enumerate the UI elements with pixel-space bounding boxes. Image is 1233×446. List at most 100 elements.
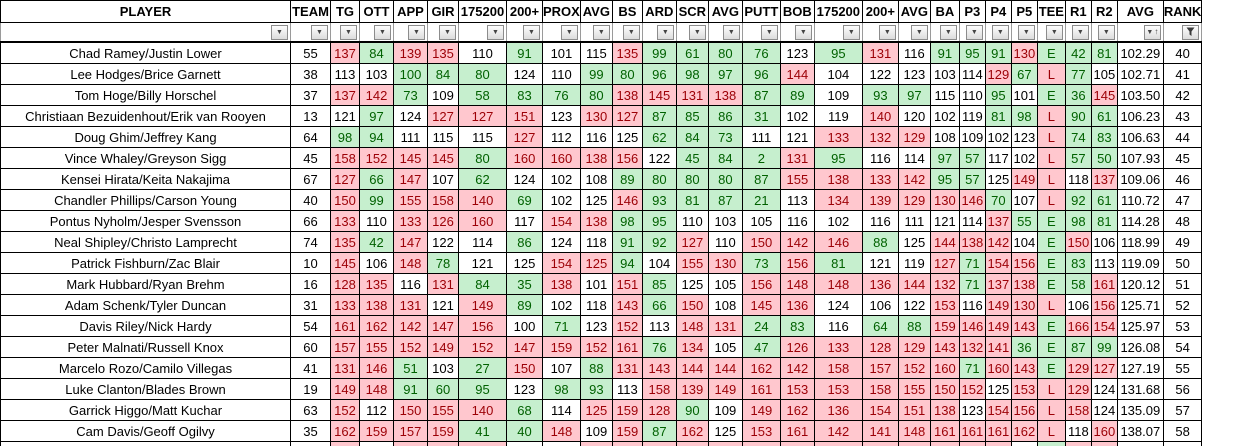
cell-ott[interactable]: 99	[359, 189, 394, 211]
cell-ard[interactable]: 66	[641, 294, 677, 316]
cell-d200plus_1[interactable]: 150	[506, 357, 543, 379]
cell-app[interactable]: 73	[393, 84, 428, 106]
cell-gir[interactable]: 135	[427, 41, 459, 64]
cell-tg[interactable]: 149	[330, 378, 360, 400]
cell-scr[interactable]: 159	[675, 441, 709, 446]
cell-p4[interactable]: 129	[984, 63, 1012, 85]
player-cell[interactable]: Christiaan Bezuidenhout/Erik van Rooyen	[0, 105, 291, 127]
cell-prox[interactable]: 76	[542, 84, 581, 106]
cell-avg_4[interactable]: 118.99	[1116, 231, 1164, 253]
cell-rank[interactable]: 53	[1162, 315, 1203, 337]
cell-avg_4[interactable]: 103.50	[1116, 84, 1164, 106]
cell-avg_3[interactable]: 97	[897, 84, 931, 106]
cell-p3[interactable]: 146	[958, 315, 986, 337]
cell-d200plus_1[interactable]: 124	[506, 63, 543, 85]
cell-d175200_2[interactable]: 124	[813, 294, 863, 316]
cell-ard[interactable]: 85	[641, 273, 677, 295]
cell-r1[interactable]: 129	[1064, 378, 1092, 400]
cell-r1[interactable]: 146	[1064, 441, 1092, 446]
cell-r2[interactable]: 124	[1090, 378, 1118, 400]
cell-rank[interactable]: 42	[1162, 84, 1203, 106]
cell-r2[interactable]: 113	[1090, 252, 1118, 274]
cell-gir[interactable]: 155	[427, 399, 459, 421]
cell-bs[interactable]: 143	[611, 294, 643, 316]
filter-dropdown-button[interactable]: ▼	[560, 24, 578, 40]
cell-tee[interactable]: E	[1036, 315, 1066, 337]
cell-avg_2[interactable]: 73	[707, 126, 743, 148]
cell-tee[interactable]: L	[1036, 294, 1066, 316]
cell-avg_3[interactable]: 125	[897, 231, 931, 253]
cell-app[interactable]: 145	[393, 147, 428, 169]
cell-tee[interactable]: E	[1036, 273, 1066, 295]
cell-prox[interactable]: 102	[542, 168, 581, 190]
cell-app[interactable]: 148	[393, 252, 428, 274]
cell-app[interactable]: 152	[393, 336, 428, 358]
cell-team[interactable]: 41	[290, 357, 331, 379]
cell-d200plus_2[interactable]: 128	[861, 336, 899, 358]
cell-ba[interactable]: 160	[929, 357, 960, 379]
cell-scr[interactable]: 81	[675, 189, 709, 211]
cell-avg_3[interactable]: 122	[897, 294, 931, 316]
column-header-gir[interactable]: GIR	[427, 0, 459, 23]
cell-ott[interactable]: 114	[359, 441, 394, 446]
cell-d200plus_1[interactable]: 117	[506, 210, 543, 232]
player-cell[interactable]: Luke Clanton/Blades Brown	[0, 378, 291, 400]
cell-ard[interactable]: 80	[641, 168, 677, 190]
column-header-r1[interactable]: R1	[1064, 0, 1092, 23]
cell-avg_3[interactable]: 151	[897, 399, 931, 421]
cell-r1[interactable]: 83	[1064, 252, 1092, 274]
column-header-d200plus_1[interactable]: 200+	[506, 0, 543, 23]
cell-ba[interactable]: 95	[929, 168, 960, 190]
cell-avg_1[interactable]: 138	[579, 210, 613, 232]
cell-bob[interactable]: 83	[779, 315, 815, 337]
cell-putt[interactable]: 73	[741, 252, 781, 274]
cell-avg_3[interactable]: 141	[897, 441, 931, 446]
filter-dropdown-button[interactable]: ▼	[1097, 24, 1115, 40]
cell-r1[interactable]: 118	[1064, 168, 1092, 190]
cell-tg[interactable]: 133	[330, 294, 360, 316]
cell-bs[interactable]: 89	[611, 168, 643, 190]
player-cell[interactable]: Mark Hubbard/Ryan Brehm	[0, 273, 291, 295]
cell-avg_4[interactable]: 109.06	[1116, 168, 1164, 190]
cell-p5[interactable]: 162	[1010, 420, 1038, 442]
cell-p5[interactable]: 156	[1010, 252, 1038, 274]
cell-avg_1[interactable]: 93	[579, 378, 613, 400]
cell-ba[interactable]: 115	[929, 84, 960, 106]
cell-bob[interactable]: 142	[779, 231, 815, 253]
cell-tg[interactable]: 157	[330, 336, 360, 358]
cell-tee[interactable]: E	[1036, 336, 1066, 358]
cell-putt[interactable]: 87	[741, 168, 781, 190]
cell-gir[interactable]: 147	[427, 315, 459, 337]
cell-ott[interactable]: 97	[359, 105, 394, 127]
filter-dropdown-button[interactable]: ▼	[408, 24, 425, 40]
cell-d175200_1[interactable]: 58	[458, 84, 507, 106]
filter-dropdown-button[interactable]: ▼	[688, 24, 706, 40]
cell-avg_1[interactable]: 138	[579, 147, 613, 169]
cell-bob[interactable]: 102	[779, 105, 815, 127]
column-header-team[interactable]: TEAM	[290, 0, 331, 23]
cell-d200plus_1[interactable]: 83	[506, 84, 543, 106]
cell-rank[interactable]: 55	[1162, 357, 1203, 379]
cell-d175200_2[interactable]: 134	[813, 189, 863, 211]
player-cell[interactable]: Chandler Phillips/Carson Young	[0, 189, 291, 211]
cell-prox[interactable]: 114	[542, 399, 581, 421]
cell-avg_2[interactable]: 87	[707, 189, 743, 211]
cell-p3[interactable]: 71	[958, 252, 986, 274]
cell-avg_4[interactable]: 135.09	[1116, 399, 1164, 421]
player-cell[interactable]: Patrick Fishburn/Zac Blair	[0, 252, 291, 274]
cell-bs[interactable]: 80	[611, 63, 643, 85]
cell-putt[interactable]: 105	[741, 210, 781, 232]
cell-avg_3[interactable]: 120	[897, 105, 931, 127]
cell-p4[interactable]: 154	[984, 252, 1012, 274]
player-cell[interactable]: Vince Whaley/Greyson Sigg	[0, 147, 291, 169]
cell-p4[interactable]: 142	[984, 441, 1012, 446]
cell-scr[interactable]: 148	[675, 315, 709, 337]
cell-d175200_2[interactable]: 95	[813, 147, 863, 169]
cell-ott[interactable]: 155	[359, 336, 394, 358]
cell-p4[interactable]: 160	[984, 357, 1012, 379]
cell-d200plus_2[interactable]: 139	[861, 189, 899, 211]
cell-r1[interactable]: 77	[1064, 63, 1092, 85]
cell-putt[interactable]: 162	[741, 357, 781, 379]
cell-p3[interactable]: 157	[958, 441, 986, 446]
filter-dropdown-button[interactable]: ▼	[965, 24, 983, 40]
